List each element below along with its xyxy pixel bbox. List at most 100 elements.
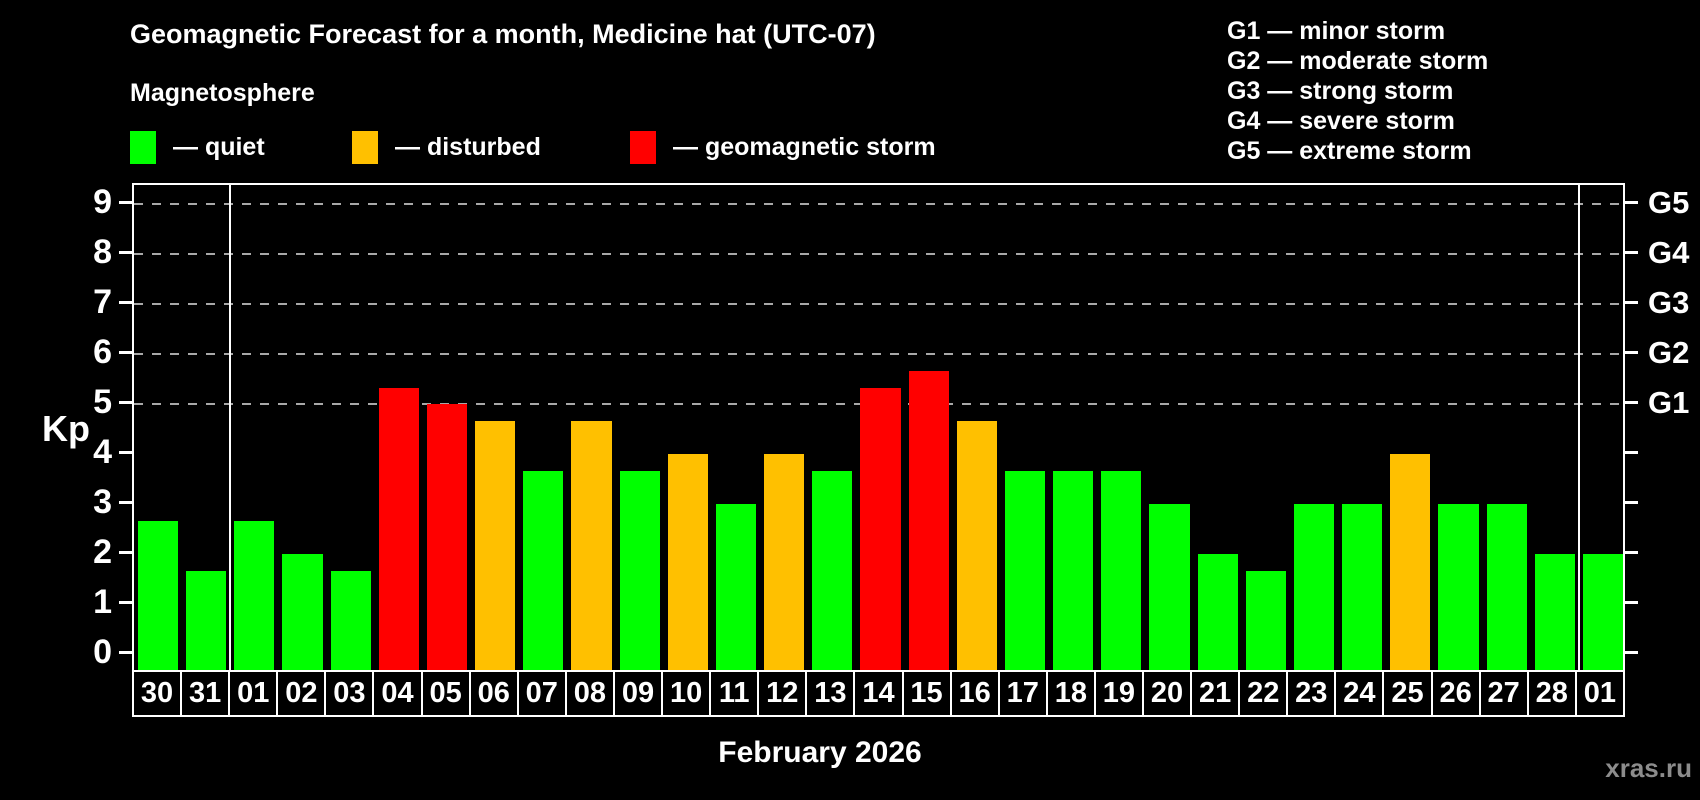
kp-bar-day-01 — [1582, 554, 1623, 672]
day-label-cell: 19 — [1093, 670, 1144, 717]
kp-bar-day-09 — [619, 470, 660, 672]
day-label-cell: 14 — [853, 670, 904, 717]
right-tick-kp7 — [1625, 301, 1638, 304]
y-tick-label-8: 8 — [93, 233, 112, 271]
kp-bar-day-31 — [186, 570, 227, 672]
right-axis-label-g5: G5 — [1648, 185, 1690, 220]
y-tick-label-4: 4 — [93, 433, 112, 471]
watermark: xras.ru — [1605, 753, 1692, 783]
right-tick-kp3 — [1625, 501, 1638, 504]
day-label-cell: 12 — [757, 670, 808, 717]
right-tick-kp6 — [1625, 351, 1638, 354]
storm-color-swatch — [630, 131, 656, 164]
day-label-cell: 08 — [564, 670, 615, 717]
x-axis-day-strip: 30 31 01 02 03 04 05 06 07 08 09 10 11 12 13 14 15 16 17 18… — [132, 670, 1625, 717]
day-label-cell: 10 — [661, 670, 712, 717]
kp-bar-day-23 — [1293, 504, 1335, 672]
left-tick-kp0 — [119, 651, 132, 654]
plot-area — [132, 183, 1625, 672]
right-axis-label-g4: G4 — [1648, 235, 1690, 270]
kp-bar-day-07 — [523, 470, 564, 672]
day-label-cell: 31 — [180, 670, 231, 717]
y-axis-title: Kp — [42, 408, 90, 449]
day-label-cell: 25 — [1382, 670, 1433, 717]
kp-bar-day-26 — [1438, 504, 1479, 672]
day-label-cell: 20 — [1141, 670, 1193, 717]
y-tick-label-1: 1 — [93, 583, 112, 621]
gridline-kp7 — [134, 303, 1623, 305]
left-tick-kp8 — [119, 251, 132, 254]
day-label-cell: 21 — [1190, 670, 1241, 717]
g2-legend-line: G2 — moderate storm — [1227, 47, 1489, 75]
kp-bar-day-02 — [282, 554, 323, 672]
kp-bar-day-05 — [426, 404, 468, 672]
y-tick-label-9: 9 — [93, 183, 112, 221]
kp-bar-day-06 — [475, 420, 516, 672]
kp-bar-day-11 — [715, 504, 757, 672]
y-tick-label-5: 5 — [93, 383, 112, 421]
legend-item-disturbed: — disturbed — [352, 131, 541, 164]
left-tick-kp6 — [119, 351, 132, 354]
kp-bar-day-19 — [1101, 470, 1142, 672]
day-label-cell: 22 — [1238, 670, 1289, 717]
kp-bar-day-15 — [908, 370, 949, 672]
left-tick-kp9 — [119, 201, 132, 204]
left-tick-kp3 — [119, 501, 132, 504]
x-axis-title: February 2026 — [718, 736, 922, 769]
left-tick-kp2 — [119, 551, 132, 554]
gridline-kp9 — [134, 203, 1623, 205]
kp-bar-day-25 — [1390, 454, 1431, 672]
kp-bar-day-12 — [764, 454, 805, 672]
month-divider-line — [229, 185, 232, 670]
left-tick-kp5 — [119, 401, 132, 404]
left-tick-kp7 — [119, 301, 132, 304]
g3-legend-line: G3 — strong storm — [1227, 77, 1454, 105]
right-tick-kp2 — [1625, 551, 1638, 554]
y-tick-label-0: 0 — [93, 633, 112, 671]
kp-bar-day-18 — [1053, 470, 1094, 672]
kp-bar-day-20 — [1149, 504, 1190, 672]
gridline-kp8 — [134, 253, 1623, 255]
right-tick-kp0 — [1625, 651, 1638, 654]
day-label-cell: 05 — [420, 670, 471, 717]
day-label-cell: 04 — [372, 670, 423, 717]
kp-bar-day-24 — [1342, 504, 1383, 672]
day-label-cell: 17 — [997, 670, 1048, 717]
day-label-cell: 23 — [1286, 670, 1337, 717]
legend-quiet-label: — quiet — [173, 133, 265, 161]
kp-bar-day-22 — [1245, 570, 1286, 672]
kp-bar-day-08 — [571, 420, 612, 672]
g5-legend-line: G5 — extreme storm — [1227, 137, 1472, 165]
g-scale-legend: G1 — minor storm G2 — moderate storm G3 … — [1227, 16, 1488, 166]
day-label-cell: 11 — [709, 670, 760, 717]
right-axis-label-g1: G1 — [1648, 385, 1690, 420]
day-label-cell: 28 — [1526, 670, 1577, 717]
left-tick-kp1 — [119, 601, 132, 604]
day-label-cell: 07 — [516, 670, 567, 717]
gridline-kp6 — [134, 353, 1623, 355]
day-label-cell: 13 — [805, 670, 856, 717]
kp-bar-day-16 — [956, 420, 997, 672]
kp-bar-day-10 — [667, 454, 708, 672]
day-label-cell: 02 — [276, 670, 327, 717]
kp-bar-day-03 — [330, 570, 371, 672]
g1-legend-line: G1 — minor storm — [1227, 17, 1446, 45]
day-label-cell: 16 — [949, 670, 1000, 717]
kp-bar-day-30 — [138, 520, 179, 672]
day-label-cell: 27 — [1478, 670, 1529, 717]
day-label-cell: 30 — [132, 670, 183, 717]
g4-legend-line: G4 — severe storm — [1227, 107, 1455, 135]
kp-bar-day-27 — [1486, 504, 1527, 672]
kp-bar-day-04 — [378, 387, 419, 672]
y-tick-label-7: 7 — [93, 283, 112, 321]
legend-item-quiet: — quiet — [130, 131, 265, 164]
day-label-cell: 01 — [1574, 670, 1625, 717]
y-tick-label-6: 6 — [93, 333, 112, 371]
kp-bar-day-17 — [1004, 470, 1046, 672]
right-tick-kp4 — [1625, 451, 1638, 454]
chart-title: Geomagnetic Forecast for a month, Medici… — [130, 19, 876, 49]
right-tick-kp5 — [1625, 401, 1638, 404]
month-divider-line — [1577, 185, 1580, 670]
right-axis-label-g3: G3 — [1648, 285, 1690, 320]
